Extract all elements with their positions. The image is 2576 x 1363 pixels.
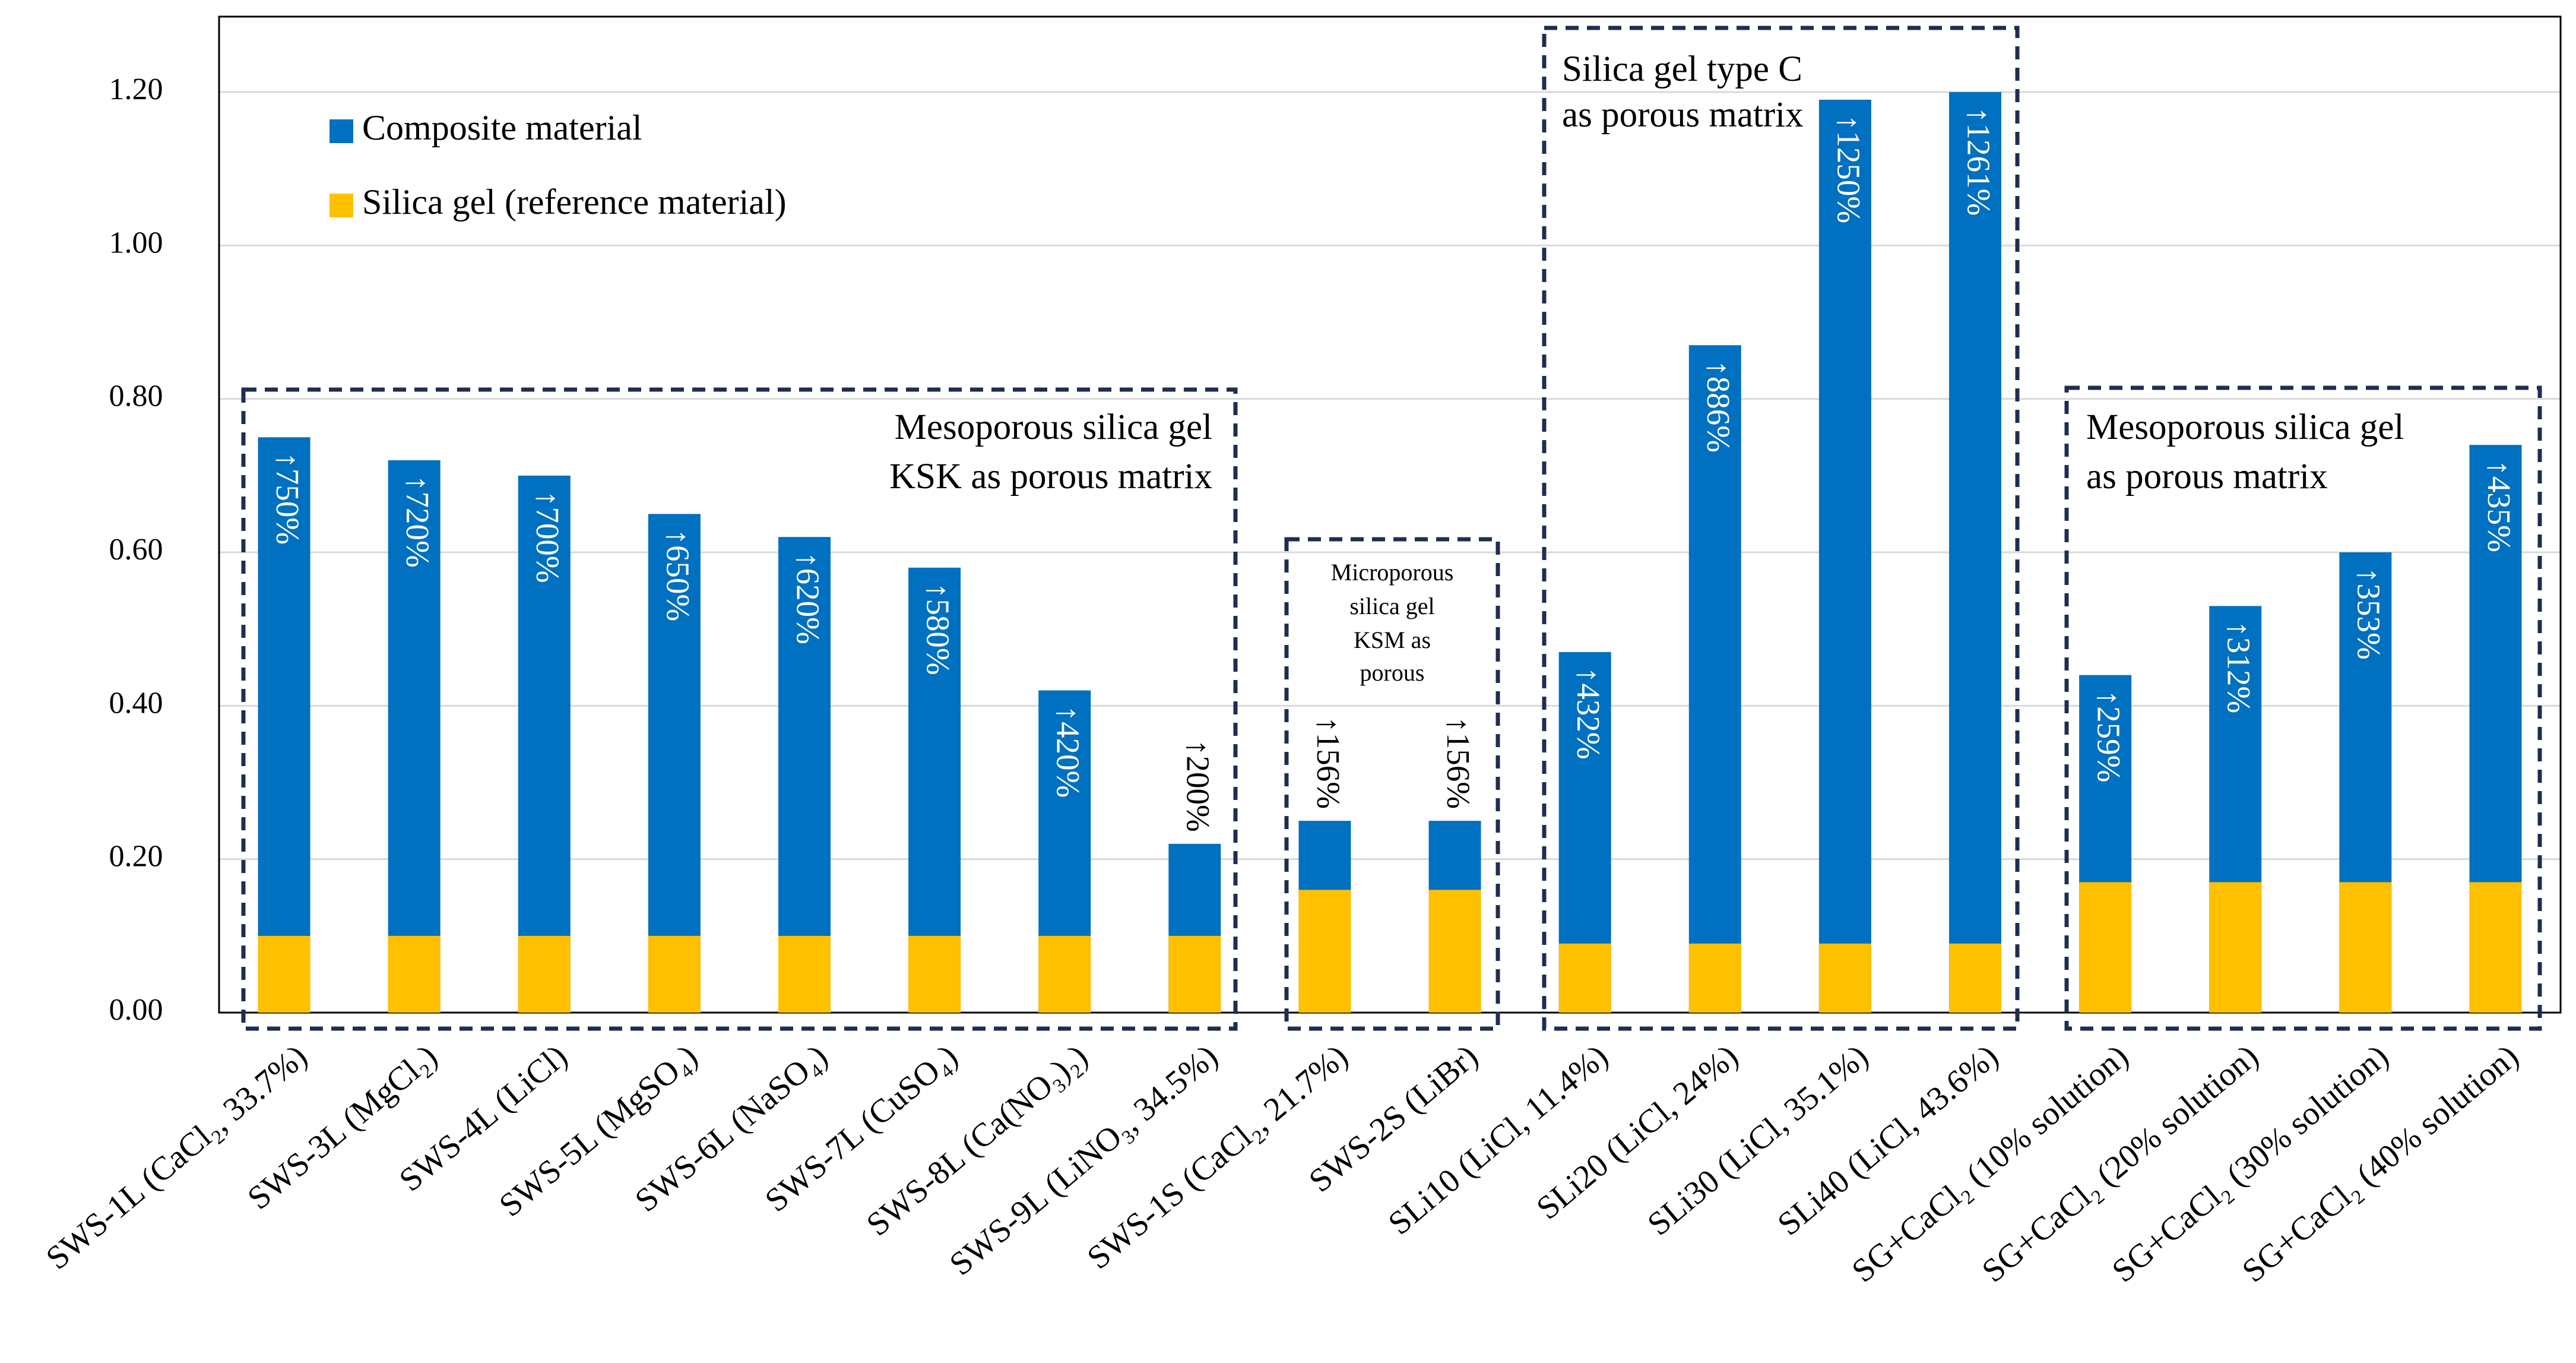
bar xyxy=(1818,943,1871,1013)
y-tick-label: 0.20 xyxy=(109,840,163,874)
ratio-label: ↑200% xyxy=(1180,739,1216,832)
ratio-label: ↑432% xyxy=(1570,667,1607,760)
y-tick-label: 0.60 xyxy=(109,533,163,567)
x-tick-label: SWS-8L (Ca(NO₃)₂) xyxy=(860,1038,1095,1243)
annotation: Mesoporous silica gel xyxy=(2086,407,2404,447)
x-tick-label: SLi40 (LiCl, 43.6%) xyxy=(1771,1038,2005,1242)
x-tick-label: SWS-1L (CaCl₂, 33.7%) xyxy=(39,1038,314,1277)
annotation: as porous matrix xyxy=(2086,457,2328,497)
ratio-label: ↑720% xyxy=(400,475,436,568)
bar xyxy=(648,514,701,1013)
legend-swatch xyxy=(329,194,353,217)
annotation: as porous matrix xyxy=(1562,95,1804,135)
bar xyxy=(778,935,831,1013)
x-tick-label: SLi30 (LiCl, 35.1%) xyxy=(1641,1038,1875,1242)
legend-label: Silica gel (reference material) xyxy=(362,182,787,222)
bar xyxy=(1688,345,1741,1013)
ratio-label: ↑312% xyxy=(2221,621,2257,713)
annotation: Mesoporous silica gel xyxy=(895,407,1212,447)
annotation: silica gel xyxy=(1349,593,1434,619)
ratio-label: ↑420% xyxy=(1050,706,1086,798)
legend-swatch xyxy=(329,119,353,143)
ratio-label: ↑620% xyxy=(790,552,826,644)
group-box xyxy=(1284,537,1500,1031)
bar xyxy=(388,460,441,1013)
ratio-label: ↑700% xyxy=(530,491,566,583)
bar xyxy=(518,475,571,1013)
annotation: Microporous xyxy=(1331,559,1454,586)
bar xyxy=(1298,890,1351,1013)
annotation: porous xyxy=(1360,659,1425,686)
group-box xyxy=(1542,26,2020,1031)
ratio-label: ↑750% xyxy=(270,452,306,545)
y-tick-label: 0.80 xyxy=(109,380,163,413)
legend-label: Composite material xyxy=(362,108,642,147)
bar xyxy=(258,935,310,1013)
ratio-label: ↑650% xyxy=(660,529,696,621)
ratio-label: ↑259% xyxy=(2090,690,2127,783)
group-box xyxy=(2064,385,2542,1031)
bar xyxy=(1818,99,1871,1013)
ratio-label: ↑353% xyxy=(2351,567,2387,660)
bar xyxy=(1949,92,2001,1013)
ratio-label: ↑886% xyxy=(1700,360,1737,453)
annotation: KSK as porous matrix xyxy=(889,457,1212,497)
group-box xyxy=(241,387,1238,1031)
bar xyxy=(648,935,701,1013)
ratio-label: ↑1250% xyxy=(1830,115,1867,223)
bar xyxy=(1949,943,2001,1013)
y-tick-label: 0.40 xyxy=(109,686,163,720)
y-tick-label: 0.00 xyxy=(109,993,163,1027)
ratio-label: ↑156% xyxy=(1310,716,1346,809)
bar xyxy=(2209,882,2262,1013)
bar xyxy=(1168,935,1221,1013)
ratio-label: ↑156% xyxy=(1440,716,1476,809)
bar xyxy=(258,437,310,1013)
bar xyxy=(518,935,571,1013)
ratio-label: ↑1261% xyxy=(1960,107,1997,216)
annotation: Silica gel type C xyxy=(1562,49,1802,89)
ratio-label: ↑580% xyxy=(920,583,956,675)
bar xyxy=(388,935,441,1013)
bar xyxy=(1558,943,1611,1013)
bar xyxy=(1688,943,1741,1013)
x-tick-label: SLi10 (LiCl, 11.4%) xyxy=(1382,1038,1615,1242)
bar xyxy=(1038,935,1091,1013)
bar xyxy=(2339,882,2392,1013)
plot-frame xyxy=(218,15,2562,1014)
x-tick-label: SWS-1S (CaCl₂, 21.7%) xyxy=(1081,1038,1355,1276)
annotation: KSM as xyxy=(1354,627,1431,653)
ratio-label: ↑435% xyxy=(2481,460,2517,552)
bar xyxy=(778,537,831,1013)
bar xyxy=(908,935,961,1013)
bar xyxy=(2469,882,2522,1013)
bar xyxy=(1428,890,1481,1013)
y-tick-label: 1.20 xyxy=(109,72,163,106)
bar xyxy=(2079,882,2132,1013)
y-tick-label: 1.00 xyxy=(109,226,163,260)
